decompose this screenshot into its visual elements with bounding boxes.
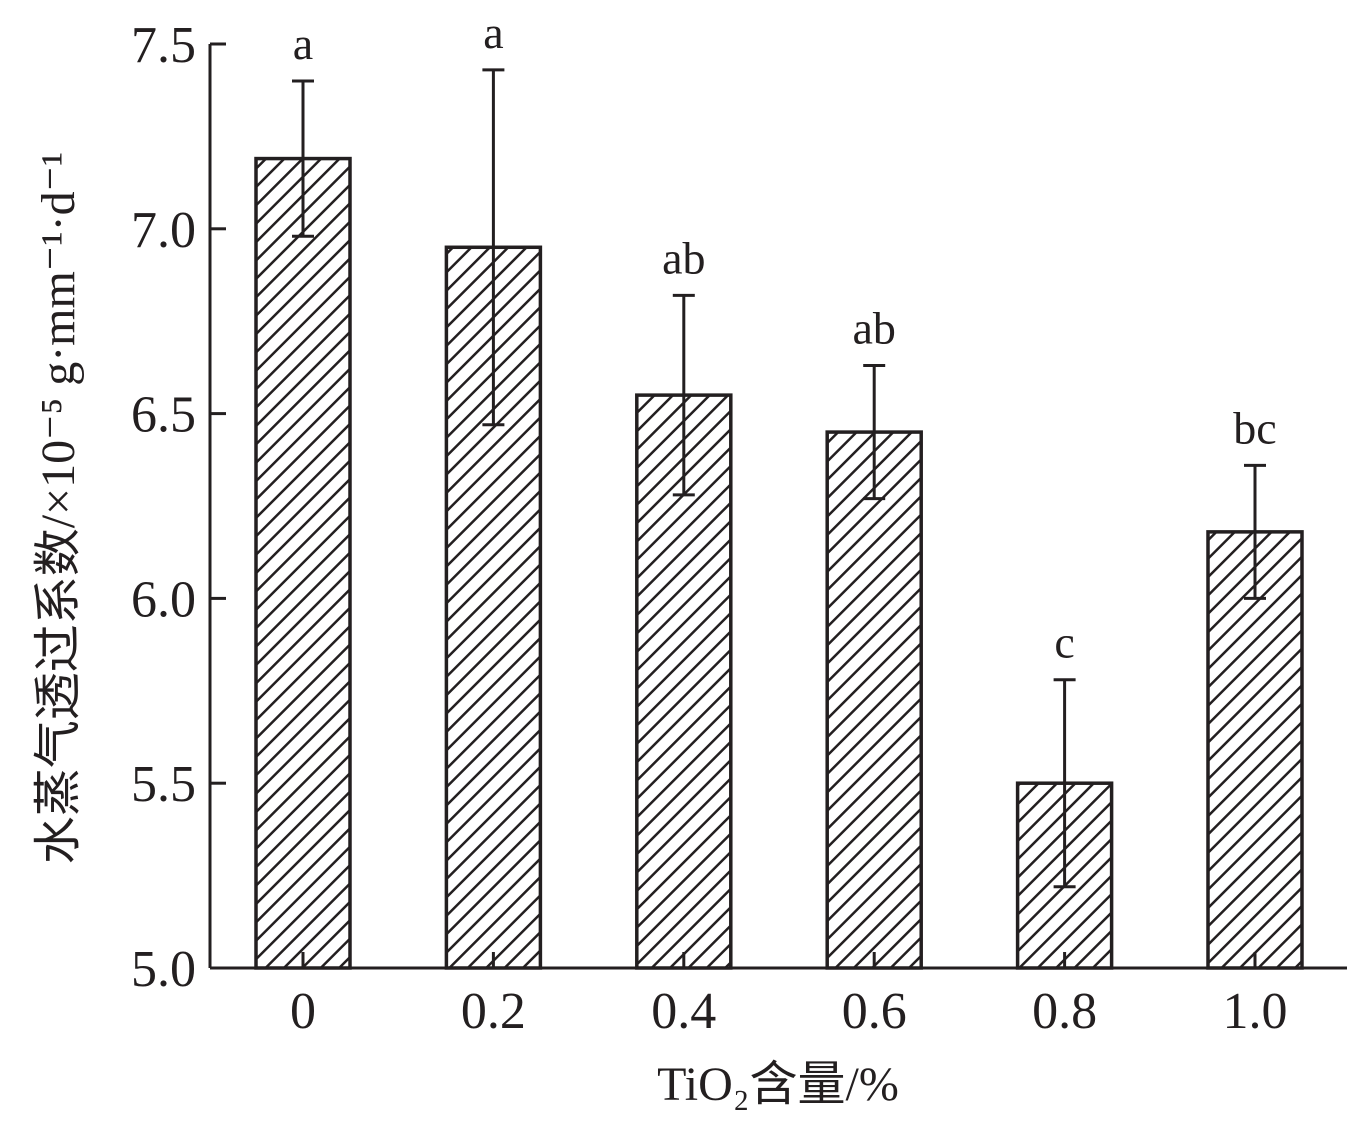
y-tick-label: 7.5 (131, 17, 196, 74)
y-tick-label: 7.0 (131, 202, 196, 259)
significance-label-0.6: ab (852, 303, 895, 354)
y-axis-ticks: 5.0 5.5 6.0 6.5 7.0 7.5 (131, 17, 226, 998)
x-tick-label: 0.8 (1032, 983, 1097, 1040)
significance-label-0.8: c (1054, 617, 1074, 668)
x-tick-label: 0.2 (461, 983, 526, 1040)
bar-0 (254, 156, 352, 970)
significance-label-1.0: bc (1233, 402, 1276, 453)
x-tick-label: 1.0 (1223, 983, 1288, 1040)
bar-0.6 (825, 430, 923, 970)
y-axis-title: 水蒸气透过系数/×10⁻⁵ g·mm⁻¹·d⁻¹ (32, 152, 85, 865)
x-tick-label: 0.6 (842, 983, 907, 1040)
x-axis-title: TiO₂含量/% (657, 1058, 899, 1111)
y-tick-label: 6.5 (131, 387, 196, 444)
plot-area: a a ab ab c bc (254, 7, 1304, 970)
significance-label-0.2: a (483, 7, 503, 58)
bar-1.0 (1206, 530, 1304, 970)
y-tick-label: 5.5 (131, 756, 196, 813)
y-tick-label: 6.0 (131, 571, 196, 628)
significance-label-0.4: ab (662, 232, 705, 283)
y-tick-label: 5.0 (131, 941, 196, 998)
x-axis-ticks: 0 0.2 0.4 0.6 0.8 1.0 (290, 952, 1288, 1040)
significance-label-0: a (293, 18, 313, 69)
x-tick-label: 0.4 (651, 983, 716, 1040)
x-tick-label: 0 (290, 983, 316, 1040)
